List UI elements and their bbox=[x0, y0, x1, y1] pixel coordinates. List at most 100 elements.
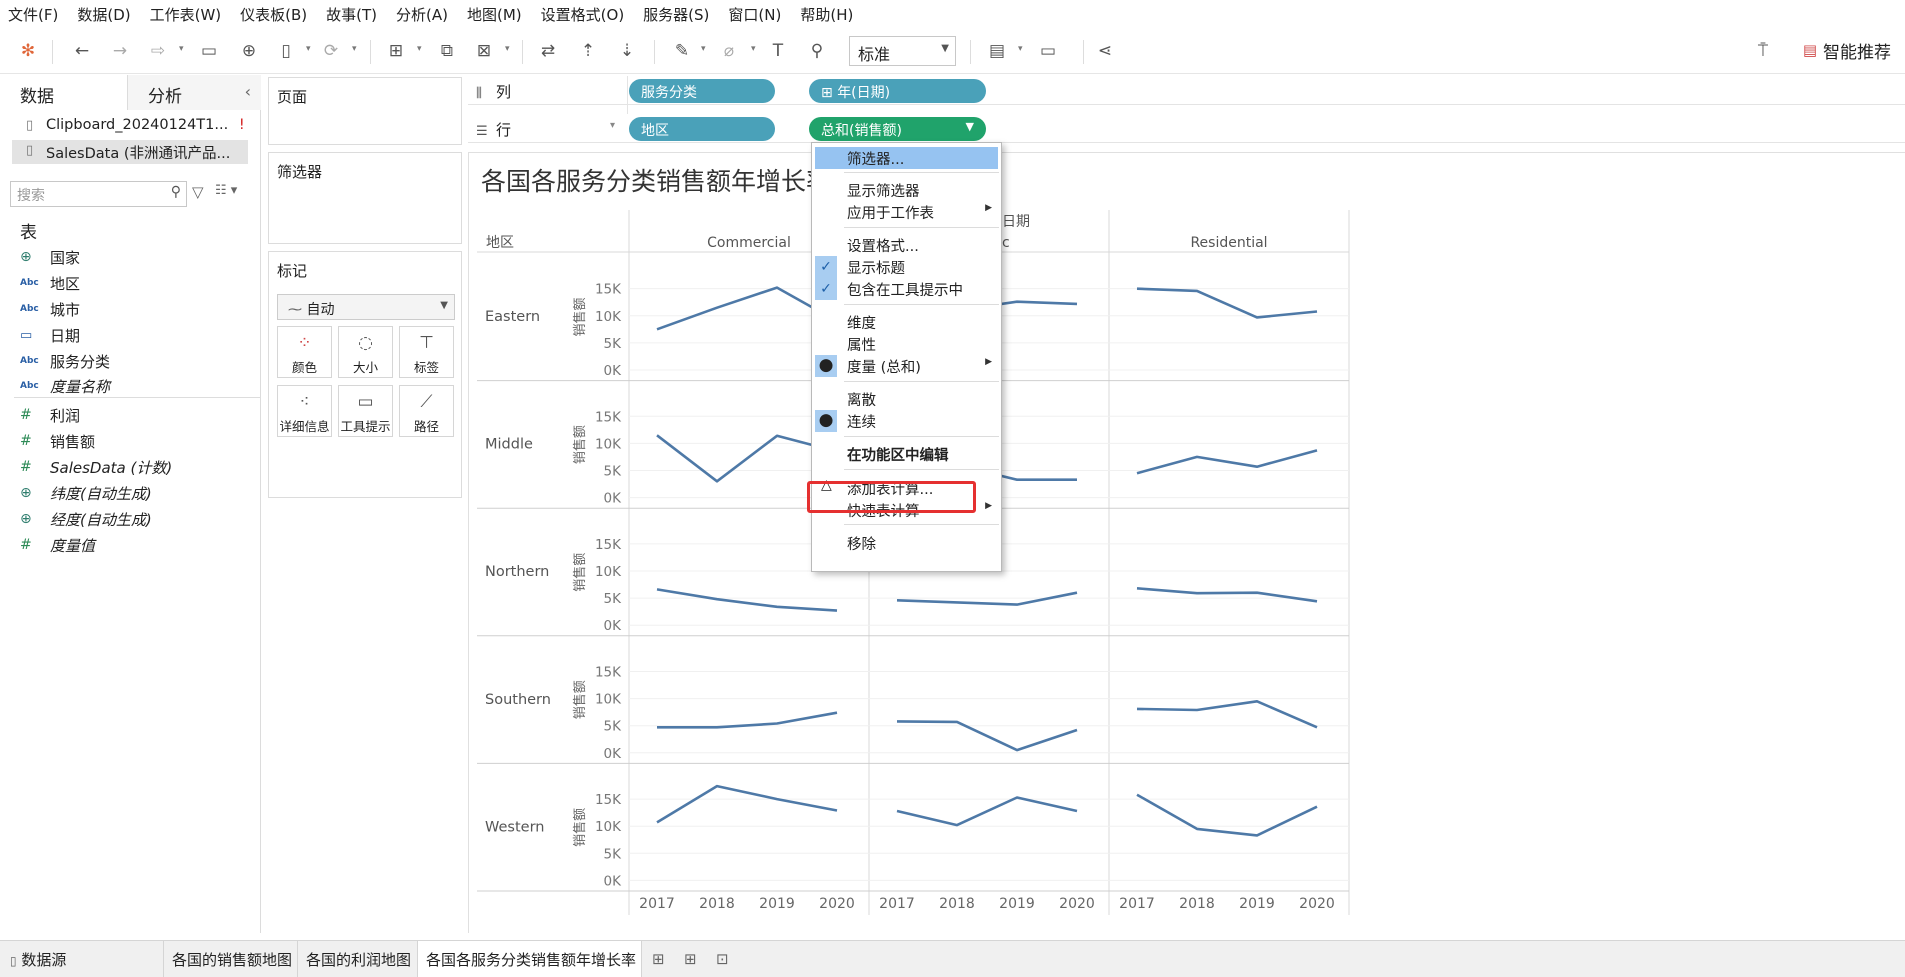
save-icon[interactable]: ▭ bbox=[200, 41, 218, 61]
pages-card[interactable]: 页面 bbox=[268, 77, 462, 145]
field-region[interactable]: Abc 地区 bbox=[20, 274, 81, 293]
menu-data[interactable]: 数据(D) bbox=[77, 5, 131, 24]
redo-icon[interactable]: → bbox=[112, 41, 128, 61]
menu-item-show-header[interactable]: ✓ 显示标题 bbox=[815, 256, 998, 278]
collapse-pane-icon[interactable]: ‹ bbox=[244, 82, 251, 101]
menu-server[interactable]: 服务器(S) bbox=[643, 5, 710, 24]
show-labels-icon[interactable]: T bbox=[772, 41, 784, 61]
field-longitude[interactable]: ⊕ 经度(自动生成) bbox=[20, 510, 152, 529]
menu-item-filter[interactable]: 筛选器... bbox=[815, 147, 998, 169]
tab-sheet-sales-map[interactable]: 各国的销售额地图 bbox=[164, 941, 298, 977]
chevron-down-icon[interactable]: ▾ bbox=[751, 44, 756, 54]
show-cards-icon[interactable]: ▤ bbox=[988, 41, 1006, 61]
chevron-down-icon[interactable]: ▾ bbox=[352, 44, 357, 54]
globe-icon: ⊕ bbox=[20, 249, 32, 265]
menu-item-continuous[interactable]: ● 连续 bbox=[815, 410, 998, 432]
menu-worksheet[interactable]: 工作表(W) bbox=[149, 5, 222, 24]
highlight-icon[interactable]: ✎ bbox=[674, 41, 690, 61]
new-worksheet-icon[interactable]: ⊞ bbox=[388, 41, 404, 61]
field-sales[interactable]: # 销售额 bbox=[20, 432, 96, 451]
menu-item-remove[interactable]: 移除 bbox=[847, 537, 876, 553]
tableau-logo-icon[interactable]: ✻ bbox=[20, 41, 36, 61]
pause-updates-icon[interactable]: ▯ bbox=[281, 41, 291, 61]
menu-item-edit-in-shelf[interactable]: 在功能区中编辑 bbox=[847, 448, 949, 464]
replay-icon[interactable]: ⇨ bbox=[150, 41, 166, 61]
new-story-icon[interactable]: ⊡ bbox=[716, 950, 729, 968]
menu-item-dimension[interactable]: 维度 bbox=[847, 316, 876, 332]
field-profit[interactable]: # 利润 bbox=[20, 406, 81, 425]
tab-datasource[interactable]: ▯ 数据源 bbox=[0, 941, 164, 977]
pill-sum-sales[interactable]: 总和(销售额) ▼ bbox=[809, 117, 986, 141]
chevron-down-icon[interactable]: ▾ bbox=[306, 44, 311, 54]
menu-item-attribute[interactable]: 属性 bbox=[847, 338, 876, 354]
menu-file[interactable]: 文件(F) bbox=[8, 5, 59, 24]
swap-axes-icon[interactable]: ⇄ bbox=[540, 41, 556, 61]
chevron-down-icon[interactable]: ▾ bbox=[417, 44, 422, 54]
menu-format[interactable]: 设置格式(O) bbox=[540, 5, 625, 24]
pill-year-date[interactable]: ⊞ 年(日期) bbox=[809, 79, 986, 103]
datasource-salesdata[interactable]: ▯ SalesData (非洲通讯产品... bbox=[12, 140, 248, 164]
field-measure-names[interactable]: Abc 度量名称 bbox=[20, 377, 111, 396]
datasource-clipboard[interactable]: ▯ Clipboard_20240124T1... ! bbox=[12, 115, 248, 139]
menu-help[interactable]: 帮助(H) bbox=[800, 5, 854, 24]
menu-item-show-filter[interactable]: 显示筛选器 bbox=[847, 184, 920, 200]
database-icon: ▯ bbox=[26, 143, 34, 158]
filters-card[interactable]: 筛选器 bbox=[268, 152, 462, 244]
field-city[interactable]: Abc 城市 bbox=[20, 300, 81, 319]
chevron-down-icon[interactable]: ▾ bbox=[701, 44, 706, 54]
menu-window[interactable]: 窗口(N) bbox=[728, 5, 782, 24]
field-service-category[interactable]: Abc 服务分类 bbox=[20, 352, 111, 371]
clear-sheet-icon[interactable]: ⊠ bbox=[476, 41, 492, 61]
pill-service-category[interactable]: 服务分类 bbox=[629, 79, 775, 103]
field-measure-values[interactable]: # 度量值 bbox=[20, 536, 96, 555]
duplicate-icon[interactable]: ⧉ bbox=[440, 41, 454, 61]
pin-icon[interactable]: ⚲ bbox=[810, 41, 824, 61]
tab-sheet-growth-rate[interactable]: 各国各服务分类销售额年增长率 bbox=[418, 941, 642, 977]
path-button[interactable]: ⟋ 路径 bbox=[399, 385, 454, 437]
fit-select[interactable]: 标准 ▼ bbox=[849, 36, 956, 66]
label-button[interactable]: ⊤ 标签 bbox=[399, 326, 454, 378]
sort-ascending-icon[interactable]: ⇡ bbox=[580, 41, 596, 61]
new-worksheet-icon[interactable]: ⊞ bbox=[652, 950, 665, 968]
tab-analysis[interactable]: 分析 bbox=[128, 75, 261, 110]
menu-item-include-in-tooltip[interactable]: ✓ 包含在工具提示中 bbox=[815, 278, 998, 300]
smart-recommend-button[interactable]: ▤ 智能推荐 bbox=[1803, 37, 1891, 63]
chevron-down-icon[interactable]: ▾ bbox=[505, 44, 510, 54]
group-members-icon[interactable]: ⌀ bbox=[723, 41, 735, 61]
menu-story[interactable]: 故事(T) bbox=[326, 5, 378, 24]
share-icon[interactable]: ⋖ bbox=[1097, 41, 1113, 61]
chevron-down-icon[interactable]: ▾ bbox=[1018, 44, 1023, 54]
field-salesdata-count[interactable]: # SalesData (计数) bbox=[20, 458, 173, 477]
tooltip-button[interactable]: ▭ 工具提示 bbox=[338, 385, 393, 437]
chevron-down-icon[interactable]: ▾ bbox=[610, 120, 616, 131]
presentation-mode-icon[interactable]: ▭ bbox=[1039, 41, 1057, 61]
pill-region[interactable]: 地区 bbox=[629, 117, 775, 141]
format-painter-icon[interactable]: ⍑ bbox=[1757, 41, 1769, 61]
new-dashboard-icon[interactable]: ⊞ bbox=[684, 950, 697, 968]
menu-analysis[interactable]: 分析(A) bbox=[396, 5, 448, 24]
menu-item-measure-sum[interactable]: ● 度量 (总和) ▶ bbox=[815, 355, 998, 377]
undo-icon[interactable]: ← bbox=[74, 41, 90, 61]
chevron-down-icon[interactable]: ▾ bbox=[179, 44, 184, 54]
menu-item-format[interactable]: 设置格式... bbox=[847, 239, 919, 255]
search-input[interactable]: 搜索 ⚲ bbox=[10, 181, 187, 207]
refresh-icon[interactable]: ⟳ bbox=[323, 41, 339, 61]
menu-item-add-table-calculation[interactable]: △ 添加表计算... bbox=[821, 477, 934, 498]
field-latitude[interactable]: ⊕ 纬度(自动生成) bbox=[20, 484, 152, 503]
detail-button[interactable]: ⁖ 详细信息 bbox=[277, 385, 332, 437]
view-options-icon[interactable]: ☷ ▾ bbox=[215, 183, 238, 198]
sort-descending-icon[interactable]: ⇣ bbox=[619, 41, 635, 61]
color-button[interactable]: ⁘ 颜色 bbox=[277, 326, 332, 378]
menu-item-apply-to-worksheets[interactable]: 应用于工作表 ▶ bbox=[847, 203, 992, 222]
filter-icon[interactable]: ▽ bbox=[192, 183, 204, 201]
tab-sheet-profit-map[interactable]: 各国的利润地图 bbox=[298, 941, 418, 977]
field-date[interactable]: ▭ 日期 bbox=[20, 326, 81, 345]
new-datasource-icon[interactable]: ⊕ bbox=[241, 41, 257, 61]
menu-item-discrete[interactable]: 离散 bbox=[847, 393, 876, 409]
size-button[interactable]: ◌ 大小 bbox=[338, 326, 393, 378]
menu-dashboard[interactable]: 仪表板(B) bbox=[240, 5, 308, 24]
tab-data[interactable]: 数据 bbox=[0, 75, 128, 110]
field-country[interactable]: ⊕ 国家 bbox=[20, 248, 81, 267]
mark-type-select[interactable]: ⁓ 自动 ▼ bbox=[277, 294, 455, 320]
menu-map[interactable]: 地图(M) bbox=[467, 5, 522, 24]
